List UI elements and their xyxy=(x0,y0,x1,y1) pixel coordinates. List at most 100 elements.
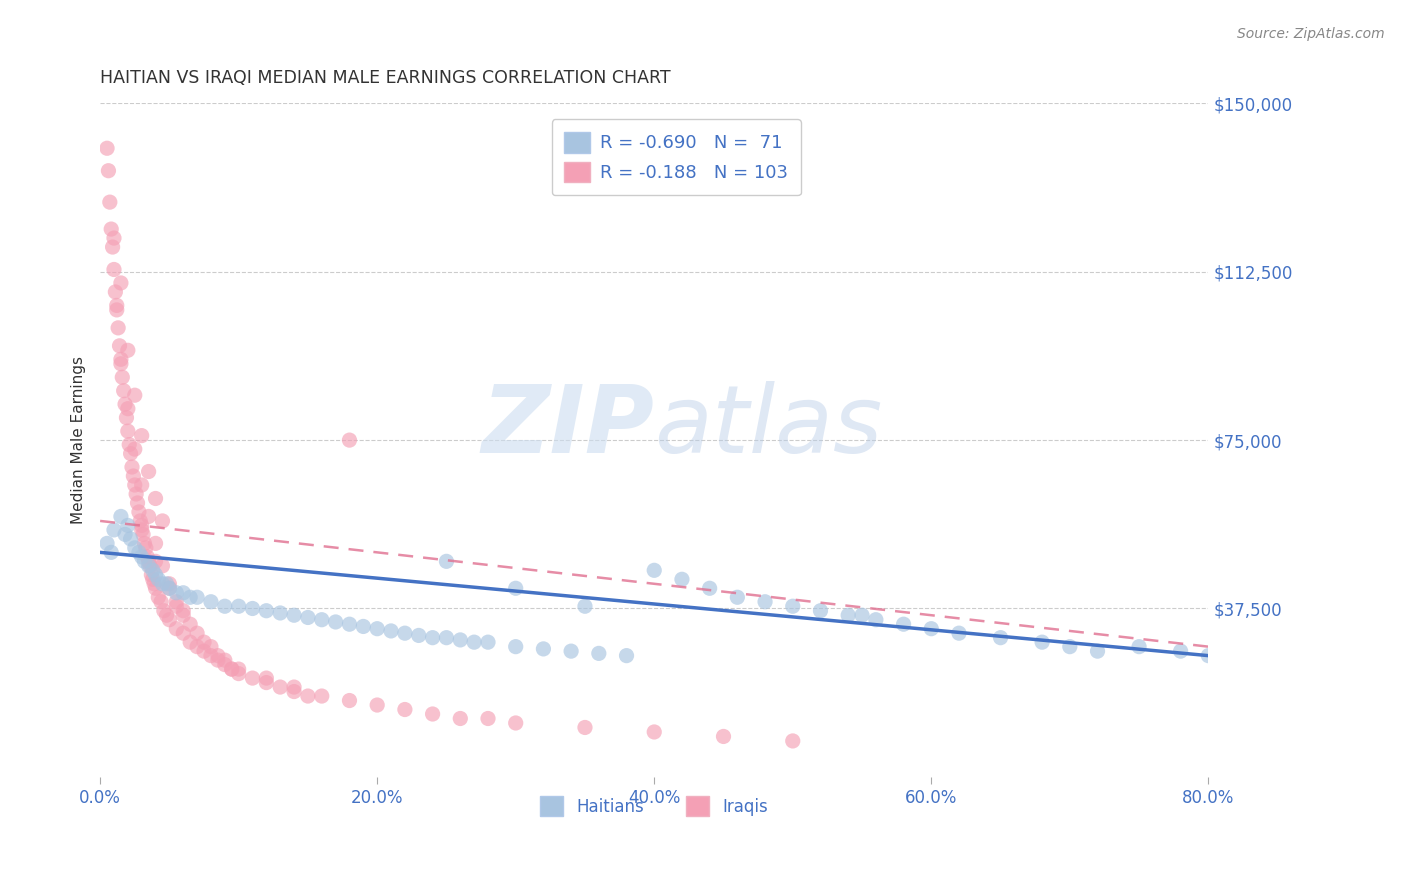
Point xyxy=(165,622,187,636)
Point xyxy=(643,725,665,739)
Point xyxy=(101,240,124,254)
Point xyxy=(920,622,942,636)
Point xyxy=(207,653,229,667)
Point xyxy=(214,657,236,672)
Point xyxy=(837,608,859,623)
Point xyxy=(131,478,153,492)
Point xyxy=(1128,640,1150,654)
Point xyxy=(221,662,243,676)
Point xyxy=(139,558,162,573)
Point xyxy=(142,572,165,586)
Point xyxy=(128,545,150,559)
Point xyxy=(138,509,160,524)
Point xyxy=(193,635,215,649)
Point xyxy=(242,601,264,615)
Point xyxy=(422,631,444,645)
Point xyxy=(110,352,132,367)
Point xyxy=(131,523,153,537)
Point xyxy=(339,617,361,632)
Point xyxy=(505,582,527,596)
Point xyxy=(574,599,596,614)
Point xyxy=(157,576,180,591)
Point xyxy=(325,615,347,629)
Point xyxy=(297,610,319,624)
Point xyxy=(124,541,146,555)
Point xyxy=(1197,648,1219,663)
Point xyxy=(143,576,166,591)
Point xyxy=(269,680,291,694)
Point xyxy=(186,640,208,654)
Point xyxy=(394,702,416,716)
Point xyxy=(366,698,388,712)
Point xyxy=(200,640,222,654)
Point xyxy=(574,721,596,735)
Point xyxy=(124,442,146,456)
Point xyxy=(145,491,167,506)
Point xyxy=(179,635,201,649)
Point xyxy=(588,646,610,660)
Point xyxy=(115,410,138,425)
Point xyxy=(228,599,250,614)
Point xyxy=(228,666,250,681)
Point xyxy=(283,608,305,623)
Point xyxy=(114,397,136,411)
Point xyxy=(352,619,374,633)
Point xyxy=(128,505,150,519)
Point xyxy=(228,662,250,676)
Point xyxy=(782,599,804,614)
Point xyxy=(141,567,163,582)
Point xyxy=(254,671,277,685)
Point xyxy=(103,523,125,537)
Point xyxy=(122,469,145,483)
Point xyxy=(134,536,156,550)
Point xyxy=(134,554,156,568)
Point xyxy=(104,285,127,299)
Point xyxy=(394,626,416,640)
Point xyxy=(124,478,146,492)
Point xyxy=(311,613,333,627)
Point xyxy=(145,582,167,596)
Point xyxy=(100,222,122,236)
Point xyxy=(851,608,873,623)
Point xyxy=(179,591,201,605)
Point xyxy=(948,626,970,640)
Point xyxy=(103,262,125,277)
Point xyxy=(142,563,165,577)
Point xyxy=(893,617,915,632)
Point xyxy=(380,624,402,638)
Text: HAITIAN VS IRAQI MEDIAN MALE EARNINGS CORRELATION CHART: HAITIAN VS IRAQI MEDIAN MALE EARNINGS CO… xyxy=(100,69,671,87)
Point xyxy=(193,644,215,658)
Point xyxy=(153,604,176,618)
Point xyxy=(186,591,208,605)
Point xyxy=(422,706,444,721)
Point xyxy=(505,640,527,654)
Point xyxy=(1031,635,1053,649)
Point xyxy=(156,608,179,623)
Point xyxy=(129,514,152,528)
Point xyxy=(117,518,139,533)
Point xyxy=(254,604,277,618)
Point xyxy=(125,487,148,501)
Point xyxy=(713,730,735,744)
Point xyxy=(643,563,665,577)
Point xyxy=(96,536,118,550)
Point xyxy=(754,595,776,609)
Point xyxy=(98,195,121,210)
Point xyxy=(135,541,157,555)
Point xyxy=(311,689,333,703)
Point xyxy=(120,446,142,460)
Point xyxy=(449,632,471,647)
Point xyxy=(221,662,243,676)
Point xyxy=(165,599,187,614)
Point xyxy=(111,370,134,384)
Point xyxy=(172,626,194,640)
Point xyxy=(436,631,458,645)
Point xyxy=(1059,640,1081,654)
Point xyxy=(207,648,229,663)
Point xyxy=(145,567,167,582)
Point xyxy=(339,433,361,447)
Point xyxy=(242,671,264,685)
Point xyxy=(477,711,499,725)
Point xyxy=(157,582,180,596)
Point xyxy=(138,554,160,568)
